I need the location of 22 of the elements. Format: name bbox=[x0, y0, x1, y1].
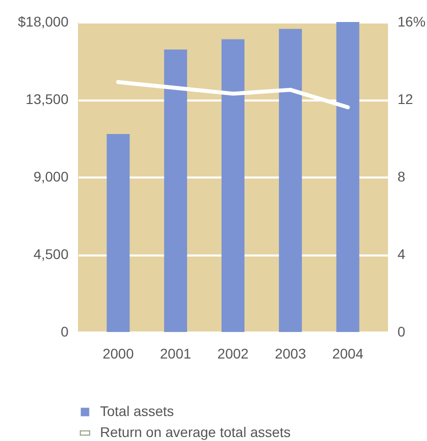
y-tick-label: 9,000 bbox=[33, 168, 69, 184]
x-tick-label: 2003 bbox=[274, 346, 306, 362]
bar bbox=[164, 50, 188, 332]
x-tick-label: 2001 bbox=[160, 346, 192, 362]
x-tick-label: 2000 bbox=[102, 346, 134, 362]
y2-tick-label: 8 bbox=[398, 168, 406, 184]
y2-tick-label: 4 bbox=[398, 246, 406, 262]
legend-label: Total assets bbox=[100, 403, 174, 419]
y-tick-label: 0 bbox=[60, 324, 69, 340]
x-tick-label: 2002 bbox=[217, 346, 249, 362]
y-tick-label: 13,500 bbox=[26, 91, 69, 107]
bar bbox=[106, 134, 130, 332]
bar bbox=[278, 28, 302, 332]
y-tick-label: $18,000 bbox=[18, 14, 69, 30]
bar bbox=[336, 22, 360, 332]
y2-tick-label: 16% bbox=[398, 14, 426, 30]
bar bbox=[222, 39, 244, 332]
x-tick-label: 2004 bbox=[332, 346, 364, 362]
legend-label: Return on average total assets bbox=[100, 424, 291, 440]
y-tick-label: 4,500 bbox=[33, 246, 69, 262]
y2-tick-label: 12 bbox=[398, 91, 414, 107]
y2-tick-label: 0 bbox=[398, 324, 406, 340]
